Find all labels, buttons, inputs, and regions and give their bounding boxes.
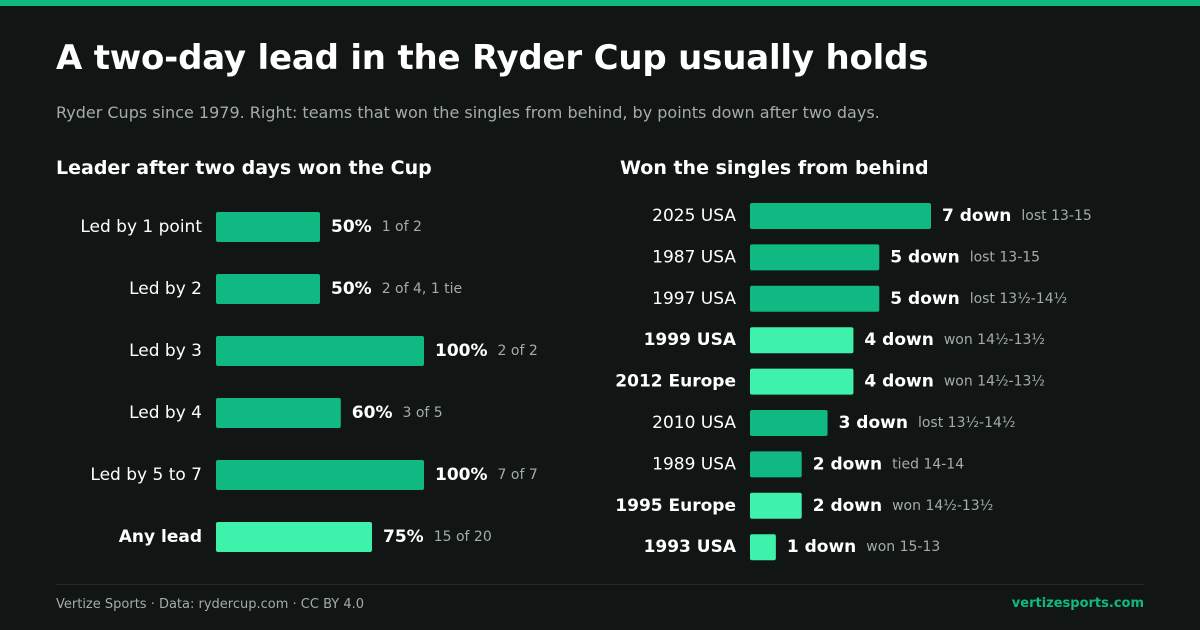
bar [216,460,424,490]
note-label: won 14½-13½ [944,332,1045,348]
note-label: 15 of 20 [434,529,492,545]
bar [216,274,320,304]
bar [216,522,372,552]
page-subtitle: Ryder Cups since 1979. Right: teams that… [56,103,880,122]
footer-credit: Vertize Sports · Data: rydercup.com · CC… [56,597,365,612]
category-label: Led by 5 to 7 [90,465,202,485]
bar [750,244,880,271]
right-chart-title: Won the singles from behind [620,157,929,179]
note-label: tied 14-14 [892,456,964,472]
value-label: 60% [352,403,393,423]
category-label: 1995 Europe [615,496,736,516]
value-label: 4 down [864,330,933,350]
value-label: 7 down [942,206,1011,226]
note-label: 7 of 7 [498,467,538,483]
top-accent-stripe [0,0,1200,6]
category-label: Any lead [119,527,202,547]
footer-divider [56,584,1144,585]
left-chart-title: Leader after two days won the Cup [56,157,432,179]
note-label: lost 13-15 [970,249,1040,265]
bar [216,398,341,428]
bar [750,368,854,395]
note-label: 2 of 2 [498,343,538,359]
category-label: 2025 USA [652,206,736,226]
category-label: 1987 USA [652,247,736,267]
bar [750,534,776,561]
bar [750,327,854,354]
page-title: A two-day lead in the Ryder Cup usually … [56,38,929,78]
note-label: won 14½-13½ [892,498,993,514]
bar [750,410,828,436]
value-label: 50% [331,217,372,237]
note-label: lost 13½-14½ [970,291,1068,307]
value-label: 100% [435,341,488,361]
category-label: Led by 3 [129,341,202,361]
bar [216,212,320,242]
value-label: 2 down [813,496,882,516]
value-label: 1 down [787,537,856,557]
value-label: 5 down [890,289,959,309]
category-label: Led by 1 point [80,217,202,237]
category-label: 2010 USA [652,413,736,433]
note-label: 2 of 4, 1 tie [382,281,462,297]
value-label: 4 down [864,372,933,392]
value-label: 3 down [839,413,908,433]
category-label: 1999 USA [644,330,737,350]
category-label: Led by 2 [129,279,202,299]
category-label: 1997 USA [652,289,736,309]
category-label: Led by 4 [129,403,202,423]
bar [750,203,931,229]
note-label: lost 13½-14½ [918,415,1016,431]
bar [750,451,802,478]
note-label: 1 of 2 [382,219,422,235]
bar [216,336,424,366]
value-label: 5 down [890,247,959,267]
value-label: 50% [331,279,372,299]
note-label: won 15-13 [866,539,940,555]
category-label: 2012 Europe [615,372,736,392]
note-label: lost 13-15 [1021,208,1091,224]
footer-site-link[interactable]: vertizesports.com [1011,596,1144,611]
value-label: 75% [383,527,424,547]
value-label: 100% [435,465,488,485]
category-label: 1989 USA [652,454,736,474]
category-label: 1993 USA [644,537,737,557]
bar [750,492,802,519]
note-label: won 14½-13½ [944,374,1045,390]
value-label: 2 down [813,454,882,474]
note-label: 3 of 5 [403,405,443,421]
bar [750,285,880,312]
